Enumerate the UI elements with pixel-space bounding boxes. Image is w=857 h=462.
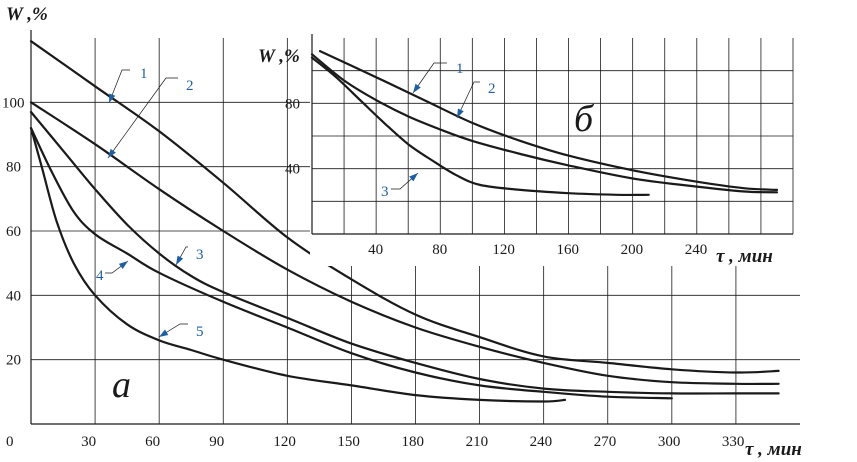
main-series-4-arrow [118,261,128,269]
main-y-tick-label: 80 [6,160,21,176]
main-series-5-label: 5 [196,324,204,340]
inset-series-2-leader [456,81,480,119]
main-x-tick-label: 240 [530,434,553,450]
main-series-1-leader [108,69,130,104]
inset-x-tick-label: 80 [432,242,447,258]
inset-series-1-label: 1 [456,61,464,77]
main-x-tick-label: 150 [337,434,360,450]
inset-y-axis-title: W ,% [258,46,300,67]
main-y-axis-title: W ,% [6,4,48,25]
main-series-5-line [29,127,567,403]
main-series-2-arrow [108,148,116,158]
main-x-tick-label: 180 [402,434,425,450]
main-x-tick-label: 60 [145,434,160,450]
main-x-tick-label: 0 [6,434,14,450]
inset-series-3-label: 3 [381,184,389,200]
main-x-tick-label: 300 [658,434,681,450]
main-x-tick-label: 30 [81,434,96,450]
main-series-3-arrow [176,255,184,265]
main-x-tick-label: 90 [209,434,224,450]
main-series-1-arrow [109,93,116,103]
main-series-1-label: 1 [140,66,148,82]
main-series-3-label: 3 [196,247,204,263]
main-panel-letter: а [112,364,131,406]
main-y-tick-label: 40 [6,288,21,304]
main-x-tick-label: 270 [594,434,617,450]
main-y-tick-label: 60 [6,224,21,240]
main-series-1-line [29,40,780,374]
inset-series-1-leader [412,62,447,94]
main-x-tick-label: 330 [722,434,745,450]
main-y-tick-label: 20 [6,353,21,369]
main-x-axis-title: τ , мин [745,439,802,460]
inset-x-tick-label: 160 [557,242,580,258]
inset-series-3-line [310,56,650,197]
inset-series-3-arrow [409,173,418,182]
inset-x-tick-label: 40 [368,242,383,258]
inset-series-2-line [310,53,779,194]
inset-series-1-line [318,50,779,191]
main-series-3-line [29,110,780,395]
inset-y-tick-label: 40 [285,162,300,178]
main-x-tick-label: 210 [466,434,489,450]
main-series-4-label: 4 [96,268,104,284]
inset-background [310,30,803,266]
main-series-2-line [29,101,780,386]
inset-series-2-label: 2 [488,81,496,97]
inset-x-tick-label: 200 [621,242,644,258]
inset-panel: 40 80 120 160 200 240 40 80 W ,% τ , мин б 1 2 3 [258,30,803,267]
inset-x-tick-label: 240 [685,242,708,258]
inset-series-2-arrow [457,108,464,118]
main-x-tick-label: 120 [273,434,296,450]
main-series-2-label: 2 [186,78,194,94]
inset-x-axis-title: τ , мин [716,246,773,267]
inset-x-tick-label: 120 [492,242,515,258]
inset-panel-letter: б [574,98,595,140]
main-series-2-leader [107,77,178,159]
inset-y-tick-label: 80 [285,96,300,112]
inset-series-1-arrow [413,83,421,93]
main-y-tick-label: 100 [2,95,25,111]
main-series-5-arrow [159,329,169,337]
main-series-4-line [29,127,673,400]
